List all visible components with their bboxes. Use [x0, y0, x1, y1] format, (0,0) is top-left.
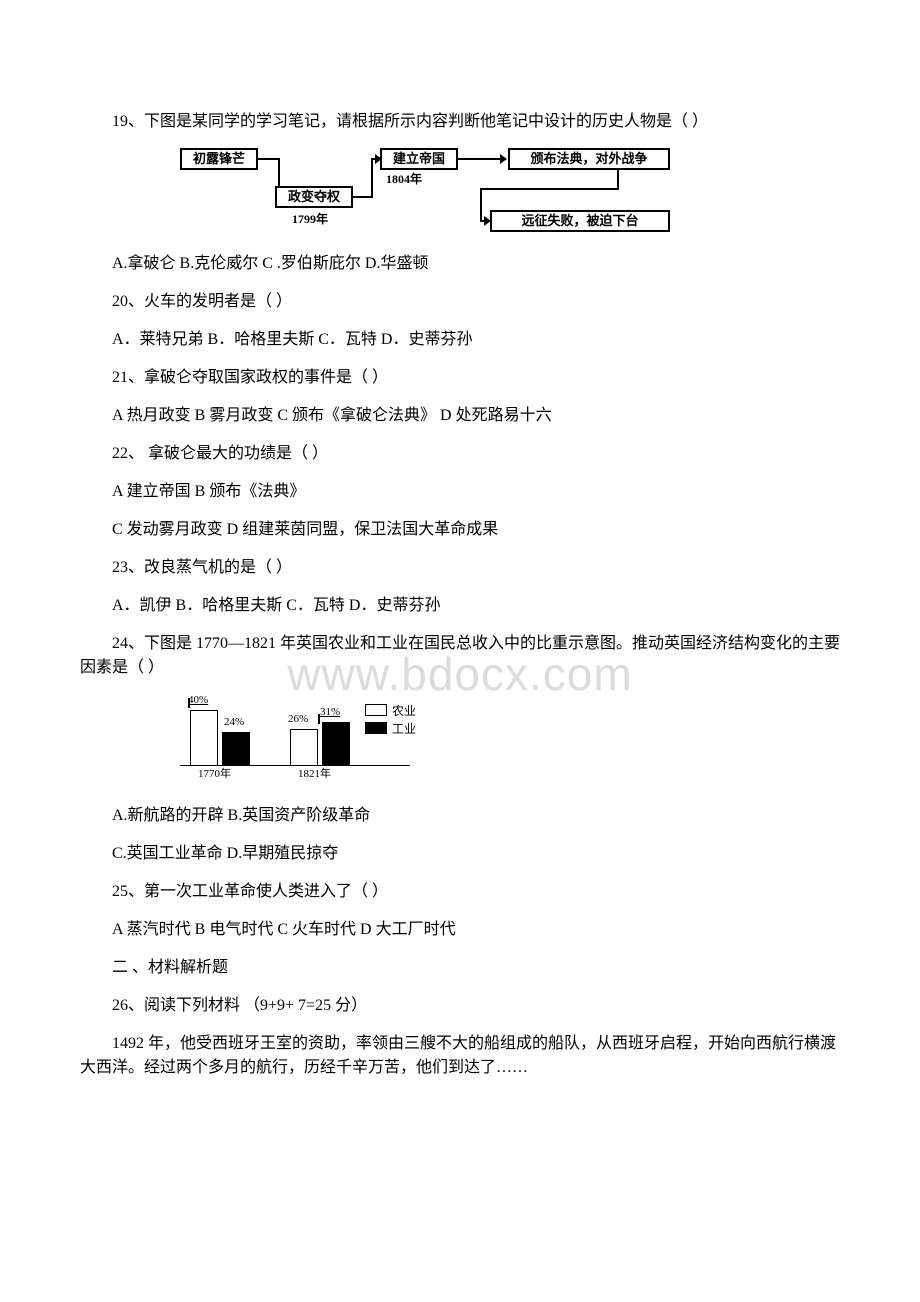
- flow-box-5: 远征失败，被迫下台: [490, 210, 670, 232]
- q24-options-ab: A.新航路的开辟 B.英国资产阶级革命: [80, 804, 840, 828]
- q22-options-2: C 发动雾月政变 D 组建莱茵同盟，保卫法国大革命成果: [80, 518, 840, 542]
- flow-year-1799: 1799年: [292, 210, 328, 228]
- q23-options: A．凯伊 B．哈格里夫斯 C．瓦特 D．史蒂芬孙: [80, 594, 840, 618]
- q24-options-cd: C.英国工业革命 D.早期殖民掠夺: [80, 842, 840, 866]
- q23-prompt: 23、改良蒸气机的是（ ）: [80, 556, 840, 580]
- q25-options: A 蒸汽时代 B 电气时代 C 火车时代 D 大工厂时代: [80, 918, 840, 942]
- flow-box-4: 政变夺权: [275, 186, 353, 208]
- bar-label-26: 26%: [288, 711, 308, 728]
- flow-box-2: 建立帝国: [380, 148, 458, 170]
- bar-1821-agri: [290, 729, 318, 766]
- section-2-heading: 二 、材料解析题: [80, 956, 840, 980]
- bar-cat-1821: 1821年: [298, 766, 331, 783]
- q19-flowchart: 初露锋芒 建立帝国 颁布法典，对外战争 政变夺权 远征失败，被迫下台 1804年…: [180, 148, 840, 234]
- q26-prompt: 26、阅读下列材料 （9+9+ 7=25 分）: [80, 994, 840, 1018]
- bar-label-24: 24%: [224, 714, 244, 731]
- q21-options: A 热月政变 B 雾月政变 C 颁布《拿破仑法典》 D 处死路易十六: [80, 404, 840, 428]
- q22-options-1: A 建立帝国 B 颁布《法典》: [80, 480, 840, 504]
- q19-prompt: 19、下图是某同学的学习笔记，请根据所示内容判断他笔记中设计的历史人物是（ ）: [80, 110, 840, 134]
- legend-box-ind: [365, 722, 387, 734]
- q21-prompt: 21、拿破仑夺取国家政权的事件是（ ）: [80, 366, 840, 390]
- bar-cat-1770: 1770年: [198, 766, 231, 783]
- legend-box-agri: [365, 704, 387, 716]
- flow-box-1: 初露锋芒: [180, 148, 258, 170]
- document-body: 19、下图是某同学的学习笔记，请根据所示内容判断他笔记中设计的历史人物是（ ） …: [80, 110, 840, 1080]
- q25-prompt: 25、第一次工业革命使人类进入了（ ）: [80, 880, 840, 904]
- bar-label-40: 40%: [188, 692, 208, 709]
- bar-1770-ind: [222, 732, 250, 766]
- q24-prompt: 24、下图是 1770—1821 年英国农业和工业在国民总收入中的比重示意图。推…: [80, 632, 840, 680]
- q24-bar-chart: 40% 24% 26% 31% 1770年 1821年 农业 工业: [180, 694, 440, 784]
- flow-box-3: 颁布法典，对外战争: [508, 148, 670, 170]
- legend-text-ind: 工业: [392, 720, 416, 738]
- legend-text-agri: 农业: [392, 702, 416, 720]
- q19-options: A.拿破仑 B.克伦威尔 C .罗伯斯庇尔 D.华盛顿: [80, 252, 840, 276]
- q20-options: A．莱特兄弟 B．哈格里夫斯 C．瓦特 D．史蒂芬孙: [80, 328, 840, 352]
- bar-label-31: 31%: [320, 704, 340, 721]
- flow-year-1804: 1804年: [386, 170, 422, 188]
- bar-1770-agri: [190, 710, 218, 766]
- q20-prompt: 20、火车的发明者是（ ）: [80, 290, 840, 314]
- q26-body: 1492 年，他受西班牙王室的资助，率领由三艘不大的船组成的船队，从西班牙启程，…: [80, 1032, 840, 1080]
- q22-prompt: 22、 拿破仑最大的功绩是（ ）: [80, 442, 840, 466]
- bar-1821-ind: [322, 722, 350, 766]
